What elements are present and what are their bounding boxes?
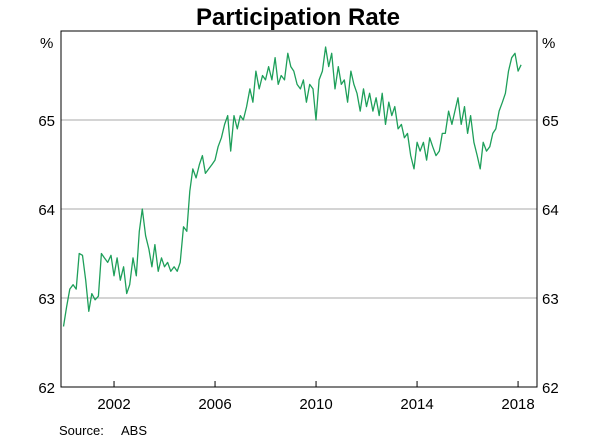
y-tick-label-left: 62 bbox=[38, 380, 55, 397]
x-tick-label: 2002 bbox=[97, 396, 130, 413]
left-y-tick-labels: 62 63 64 65 bbox=[38, 113, 55, 397]
right-unit-label: % bbox=[542, 35, 555, 52]
right-y-tick-labels: 62 63 64 65 bbox=[542, 113, 559, 397]
chart-title: Participation Rate bbox=[196, 4, 400, 31]
series-layer bbox=[62, 46, 522, 327]
source-label: Source: bbox=[59, 423, 104, 438]
plot-frame bbox=[60, 30, 538, 388]
y-tick-label-left: 65 bbox=[38, 113, 55, 130]
source-value: ABS bbox=[121, 423, 147, 438]
x-tick-label: 2014 bbox=[400, 396, 433, 413]
x-tick-labels: 2002 2006 2010 2014 2018 bbox=[97, 381, 535, 413]
participation-rate-line bbox=[62, 46, 522, 327]
x-tick-label: 2018 bbox=[501, 396, 534, 413]
y-tick-label-left: 64 bbox=[38, 202, 55, 219]
y-tick-label-left: 63 bbox=[38, 291, 55, 308]
x-tick-label: 2010 bbox=[299, 396, 332, 413]
grid-lines bbox=[61, 119, 537, 299]
y-tick-label-right: 65 bbox=[542, 113, 559, 130]
y-tick-label-right: 62 bbox=[542, 380, 559, 397]
x-tick-label: 2006 bbox=[198, 396, 231, 413]
y-tick-label-right: 64 bbox=[542, 202, 559, 219]
left-unit-label: % bbox=[40, 35, 53, 52]
y-tick-label-right: 63 bbox=[542, 291, 559, 308]
